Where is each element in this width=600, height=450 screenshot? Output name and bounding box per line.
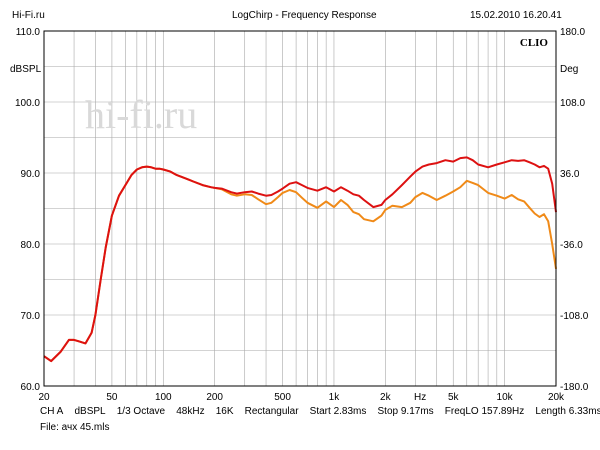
footer-fft-size: 16K — [215, 406, 234, 417]
footer-freqlo: FreqLO 157.89Hz — [444, 406, 525, 417]
y-tick-label: 90.0 — [21, 169, 41, 180]
y-tick-label: 100.0 — [15, 98, 40, 109]
window-title: LogChirp - Frequency Response — [232, 10, 377, 21]
footer-window: Rectangular — [244, 406, 299, 417]
y2-axis-label: Deg — [560, 64, 578, 75]
y-axis-label: dBSPL — [10, 64, 42, 75]
brand-logo: CLIO — [520, 37, 549, 49]
x-tick-label: 200 — [206, 392, 223, 403]
x-tick-label: 500 — [274, 392, 291, 403]
axis-labels: 60.0 70.0 80.0 90.0 100.0 110.0 -180.0 -108.0 -3… — [10, 27, 589, 403]
footer-unit: dBSPL — [74, 406, 106, 417]
datetime: 15.02.2010 16.20.41 — [470, 10, 562, 21]
y2-tick-label: -180.0 — [560, 382, 589, 393]
footer-stop: Stop 9.17ms — [377, 406, 434, 417]
y2-tick-label: 36.0 — [560, 169, 580, 180]
y-tick-label: 80.0 — [21, 240, 41, 251]
footer-start: Start 2.83ms — [309, 406, 367, 417]
x-tick-label: 2k — [380, 392, 392, 403]
footer-channel: CH A — [40, 406, 64, 417]
y2-tick-label: -36.0 — [560, 240, 583, 251]
x-tick-label: 1k — [329, 392, 341, 403]
plot-frame — [43, 30, 557, 387]
y-tick-label: 60.0 — [21, 382, 41, 393]
site-name: Hi-Fi.ru — [12, 10, 45, 21]
footer-length: Length 6.33ms — [535, 406, 600, 417]
x-tick-label: 100 — [155, 392, 172, 403]
footer-smoothing: 1/3 Octave — [116, 406, 166, 417]
footer-settings: CH A dBSPL 1/3 Octave 48kHz 16K Rectangu… — [40, 406, 600, 418]
x-axis-label: Hz — [414, 392, 426, 403]
x-tick-label: 10k — [497, 392, 514, 403]
series-line-orange — [43, 165, 557, 363]
y-tick-label: 110.0 — [16, 27, 41, 38]
x-tick-label: 20 — [38, 392, 50, 403]
y2-tick-label: 108.0 — [560, 98, 585, 109]
x-tick-label: 20k — [548, 392, 565, 403]
watermark: hi-fi.ru — [85, 92, 197, 137]
footer-samplerate: 48kHz — [176, 406, 205, 417]
x-tick-label: 5k — [448, 392, 460, 403]
grid-lines — [44, 31, 556, 386]
y2-tick-label: -108.0 — [560, 311, 589, 322]
series-line-red — [43, 156, 557, 363]
series-group — [43, 156, 557, 363]
footer-file: File: ачх 45.mls — [40, 422, 110, 433]
y-tick-label: 70.0 — [21, 311, 41, 322]
y2-tick-label: 180.0 — [560, 27, 585, 38]
x-tick-label: 50 — [106, 392, 118, 403]
